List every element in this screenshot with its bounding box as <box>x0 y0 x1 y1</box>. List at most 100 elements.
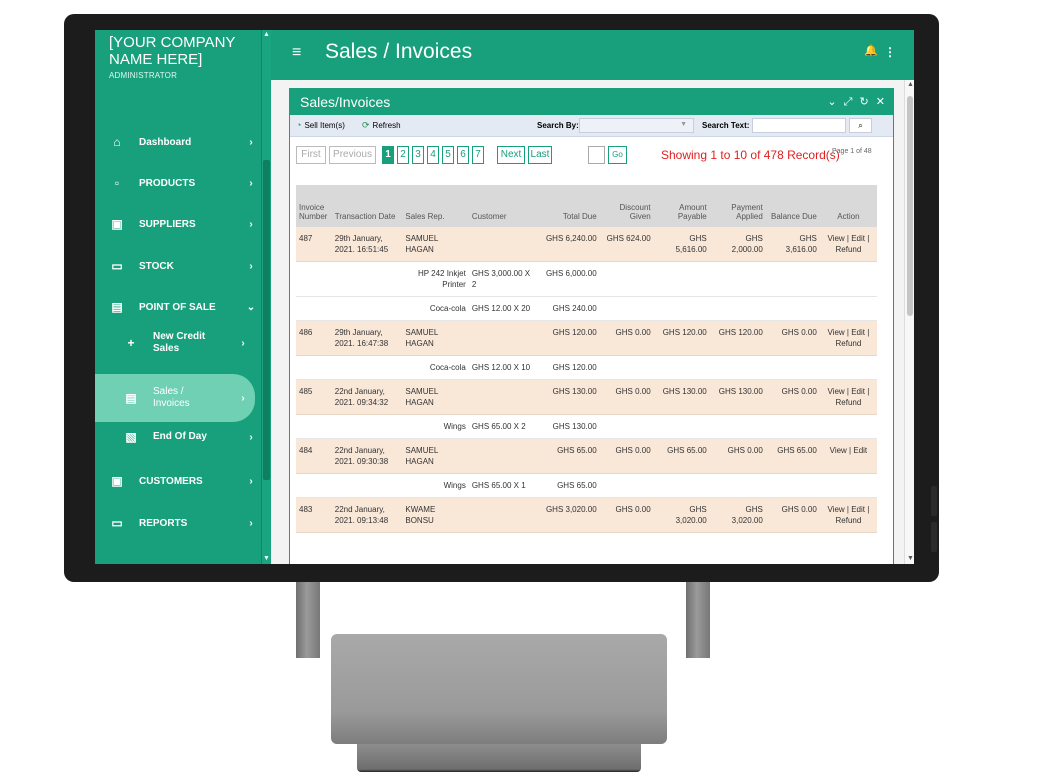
column-header[interactable]: Discount Given <box>599 185 654 227</box>
menu-icon[interactable]: ≡ <box>292 44 302 61</box>
sidebar-item-label: End Of Day <box>153 431 207 442</box>
column-header[interactable]: Transaction Date <box>331 185 403 227</box>
page-4-button[interactable]: 4 <box>427 146 439 164</box>
sidebar-scrollbar[interactable]: ▲ ▼ <box>261 30 271 564</box>
invoice-customer-cell <box>468 438 538 474</box>
invoice-discount-cell: GHS 0.00 <box>599 497 654 533</box>
scroll-down-icon[interactable]: ▼ <box>907 555 914 562</box>
sidebar-item-sales-invoices[interactable]: ▤ Sales / Invoices › <box>95 374 255 422</box>
sell-items-button[interactable]: ◔ Sell Item(s) <box>296 120 345 130</box>
sidebar-item-customers[interactable]: ▣ CUSTOMERS › <box>95 461 261 501</box>
invoice-date-cell: 29th January, 2021. 16:51:45 <box>331 227 403 262</box>
line-item-row: Wings GHS 65.00 X 1 GHS 65.00 <box>296 473 877 498</box>
line-item-row: Coca-cola GHS 12.00 X 10 GHS 120.00 <box>296 355 877 380</box>
plus-icon: + <box>127 336 135 350</box>
sidebar-item-label: Dashboard <box>139 136 192 148</box>
blank-cell <box>599 355 877 380</box>
invoice-payable-cell: GHS 120.00 <box>653 320 710 356</box>
page-indicator: Page 1 of 48 <box>832 148 872 155</box>
line-item-total: GHS 120.00 <box>537 355 600 380</box>
sidebar-item-products[interactable]: ▫ PRODUCTS › <box>95 163 261 203</box>
search-text-label: Search Text: <box>702 121 750 130</box>
search-text-input[interactable] <box>752 118 846 133</box>
sidebar-item-suppliers[interactable]: ▣ SUPPLIERS › <box>95 204 261 244</box>
notification-bell-icon[interactable]: 🔔 <box>864 45 878 57</box>
blank-cell <box>296 414 403 439</box>
line-item-total: GHS 65.00 <box>537 473 600 498</box>
invoice-actions[interactable]: View | Edit | Refund <box>819 227 877 262</box>
column-header[interactable]: Amount Payable <box>653 185 710 227</box>
column-header[interactable]: Payment Applied <box>709 185 766 227</box>
sidebar-item-reports[interactable]: ▭ REPORTS › <box>95 503 261 543</box>
invoice-date-cell: 22nd January, 2021. 09:34:32 <box>331 379 403 415</box>
go-button[interactable]: Go <box>608 146 627 164</box>
column-header[interactable]: Total Due <box>537 185 600 227</box>
invoice-balance-cell: GHS 0.00 <box>765 497 820 533</box>
chevron-right-icon: › <box>241 392 245 404</box>
page-1-button[interactable]: 1 <box>382 146 394 164</box>
next-page-button[interactable]: Next <box>497 146 525 164</box>
products-icon: ▫ <box>114 176 120 190</box>
column-header[interactable]: Action <box>819 185 877 227</box>
invoice-actions[interactable]: View | Edit | Refund <box>819 497 877 533</box>
invoice-row[interactable]: 486 29th January, 2021. 16:47:38 SAMUEL HA… <box>296 320 877 356</box>
monitor-button <box>931 522 937 552</box>
column-header[interactable]: Balance Due <box>765 185 820 227</box>
page-7-button[interactable]: 7 <box>472 146 484 164</box>
invoice-row[interactable]: 487 29th January, 2021. 16:51:45 SAMUEL HA… <box>296 227 877 262</box>
main-content: Sales/Invoices ⌄ ⤢ ↻ ✕ ◔ Sell Item(s) ⟳ … <box>271 80 904 564</box>
chevron-right-icon: › <box>249 517 253 529</box>
invoice-row[interactable]: 483 22nd January, 2021. 09:13:48 KWAME BON… <box>296 497 877 533</box>
invoice-row[interactable]: 484 22nd January, 2021. 09:30:38 SAMUEL HA… <box>296 438 877 474</box>
search-by-select[interactable]: ▼ <box>579 118 694 133</box>
sidebar-item-dashboard[interactable]: ⌂ Dashboard › <box>95 122 261 162</box>
refresh-button[interactable]: ⟳ Refresh <box>362 120 401 131</box>
main-scroll-thumb[interactable] <box>907 96 913 316</box>
chevron-down-icon: ⌄ <box>246 301 256 313</box>
page-3-button[interactable]: 3 <box>412 146 424 164</box>
sidebar-item-point-of-sale[interactable]: ▤ POINT OF SALE ⌄ <box>95 287 261 327</box>
invoice-applied-cell: GHS 0.00 <box>709 438 766 474</box>
customers-icon: ▣ <box>111 474 123 488</box>
page-6-button[interactable]: 6 <box>457 146 469 164</box>
end-of-day-icon: ▧ <box>125 430 137 444</box>
previous-page-button[interactable]: Previous <box>329 146 376 164</box>
more-options-icon[interactable]: ⋮ <box>884 45 896 59</box>
search-icon[interactable]: ⌕ <box>849 118 872 133</box>
column-header[interactable]: Sales Rep. <box>402 185 469 227</box>
line-item-row: HP 242 Inkjet Printer GHS 3,000.00 X 2 GHS… <box>296 261 877 297</box>
panel-title: Sales/Invoices <box>300 94 391 110</box>
invoice-customer-cell <box>468 227 538 262</box>
invoice-row[interactable]: 485 22nd January, 2021. 09:34:32 SAMUEL HA… <box>296 379 877 415</box>
page-number-input[interactable] <box>588 146 605 164</box>
chevron-right-icon: › <box>249 218 253 230</box>
suppliers-icon: ▣ <box>111 217 123 231</box>
sidebar-item-new-credit-sales[interactable]: + New Credit Sales › <box>95 323 261 363</box>
invoice-actions[interactable]: View | Edit <box>819 438 877 474</box>
scroll-up-icon[interactable]: ▲ <box>907 81 914 88</box>
column-header[interactable]: Customer <box>468 185 538 227</box>
line-item-row: Coca-cola GHS 12.00 X 20 GHS 240.00 <box>296 296 877 321</box>
sell-items-label: Sell Item(s) <box>304 120 345 130</box>
page-2-button[interactable]: 2 <box>397 146 409 164</box>
sidebar-item-end-of-day[interactable]: ▧ End Of Day › <box>95 417 261 457</box>
scroll-up-icon[interactable]: ▲ <box>263 31 270 38</box>
first-page-button[interactable]: First <box>296 146 326 164</box>
chevron-right-icon: › <box>249 136 253 148</box>
invoice-number-cell: 485 <box>296 379 332 415</box>
line-item-total: GHS 130.00 <box>537 414 600 439</box>
invoice-actions[interactable]: View | Edit | Refund <box>819 379 877 415</box>
panel-tool-icons[interactable]: ⌄ ⤢ ↻ ✕ <box>827 96 887 108</box>
page-5-button[interactable]: 5 <box>442 146 454 164</box>
blank-cell <box>599 414 877 439</box>
column-header[interactable]: Invoice Number <box>296 185 332 227</box>
line-item-product: Coca-cola <box>402 355 469 380</box>
main-scrollbar[interactable]: ▲ ▼ <box>904 80 914 564</box>
sidebar-item-stock[interactable]: ▭ STOCK › <box>95 246 261 286</box>
scroll-down-icon[interactable]: ▼ <box>263 555 270 562</box>
sidebar-scroll-thumb[interactable] <box>263 160 270 480</box>
invoice-actions[interactable]: View | Edit | Refund <box>819 320 877 356</box>
blank-cell <box>599 296 877 321</box>
last-page-button[interactable]: Last <box>528 146 552 164</box>
